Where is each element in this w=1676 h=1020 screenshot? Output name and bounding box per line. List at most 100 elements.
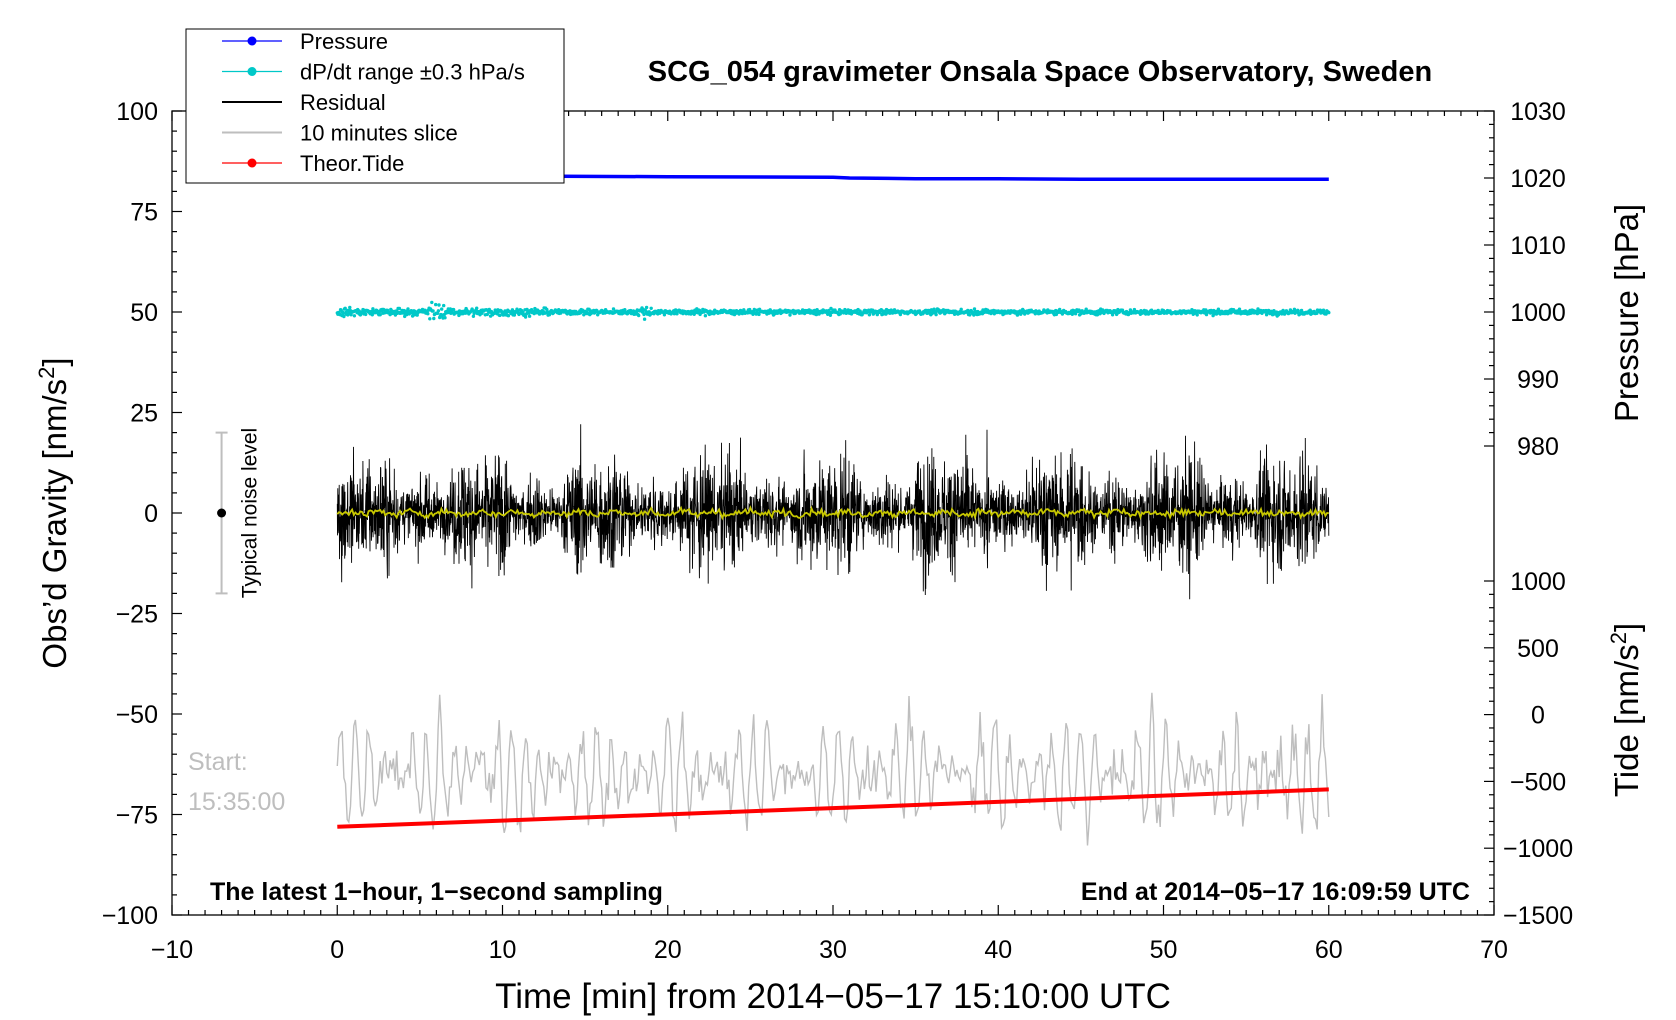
start-time: 15:35:00 [188, 788, 285, 816]
x-tick-label: −10 [151, 936, 193, 964]
dpdt-point [972, 307, 977, 311]
noise-level-indicator: Typical noise level [215, 428, 262, 598]
y-tide-tick-label: −1500 [1503, 902, 1573, 930]
dpdt-point [788, 313, 792, 317]
y-left-tick-label: −25 [116, 601, 158, 629]
x-tick-label: 40 [984, 936, 1012, 964]
dpdt-point [475, 306, 479, 310]
y-left-tick-label: 25 [130, 400, 158, 428]
dpdt-point [1058, 307, 1062, 312]
dpdt-point [348, 305, 352, 310]
dpdt-point [675, 312, 679, 316]
dpdt-point [436, 309, 441, 313]
dpdt-point [527, 314, 532, 318]
y-left-tick-label: 0 [144, 500, 158, 528]
y-left-tick-label: −100 [102, 902, 158, 930]
y-pressure-tick-label: 990 [1517, 366, 1559, 394]
dpdt-point [437, 303, 441, 307]
dpdt-point [814, 312, 819, 317]
y-tide-tick-label: 500 [1517, 635, 1559, 663]
series-layer [335, 174, 1331, 846]
dpdt-point [1110, 313, 1115, 317]
dpdt-point [742, 308, 746, 312]
series-dpdt [335, 300, 1331, 321]
dpdt-point [838, 312, 842, 316]
dpdt-point [828, 313, 833, 317]
end-time-note: End at 2014−05−17 16:09:59 UTC [1081, 878, 1470, 906]
y-pressure-tick-label: 1010 [1510, 232, 1566, 260]
dpdt-point [434, 302, 438, 307]
dpdt-point [1084, 307, 1088, 311]
x-tick-label: 60 [1315, 936, 1343, 964]
y-axis-label-tide-close: ] [1608, 623, 1645, 632]
dpdt-point [732, 309, 736, 313]
y-axis-label-tide-main: Tide [nm/s [1608, 644, 1645, 797]
dpdt-point [1095, 313, 1100, 317]
dpdt-point [371, 307, 375, 311]
axis-layer: −10 0 10 20 30 40 50 60 701007550250−25−50−75−10… [102, 98, 1573, 964]
dpdt-point [1215, 311, 1219, 316]
dpdt-point [1195, 313, 1199, 317]
dpdt-point [959, 307, 963, 311]
dpdt-point [1321, 308, 1326, 312]
legend-label: Theor.Tide [300, 151, 404, 176]
dpdt-point [341, 312, 345, 316]
dpdt-point [480, 311, 484, 315]
dpdt-point [406, 307, 410, 311]
dpdt-point [442, 303, 446, 308]
dpdt-point [934, 312, 938, 317]
dpdt-point [644, 305, 649, 310]
y-axis-label-tide-sup: 2 [1606, 632, 1631, 644]
legend-swatch-marker [247, 158, 257, 168]
dpdt-point [611, 307, 616, 311]
dpdt-point [898, 312, 903, 317]
legend-box [185, 28, 565, 184]
legend-swatch-marker [247, 36, 257, 46]
y-left-tick-label: −75 [116, 802, 158, 830]
dpdt-point [343, 306, 347, 310]
y-axis-label-left: Obs’d Gravity [nm/s2] [34, 357, 73, 668]
y-axis-label-pressure: Pressure [hPa] [1608, 204, 1645, 422]
x-tick-label: 30 [819, 936, 847, 964]
dpdt-point [352, 314, 357, 318]
y-left-tick-label: 75 [130, 199, 158, 227]
series-theoretical-tide [337, 787, 1329, 829]
dpdt-point [518, 311, 522, 315]
y-axis-label-left-sup: 2 [34, 367, 59, 379]
y-left-tick-label: −50 [116, 701, 158, 729]
y-left-tick-label: 100 [116, 98, 158, 126]
dpdt-point [1281, 308, 1285, 313]
x-axis-label: Time [min] from 2014−05−17 15:10:00 UTC [495, 977, 1171, 1016]
legend: Pressure dP/dt range ±0.3 hPa/s Residual 10… [185, 28, 565, 184]
dpdt-point [662, 313, 667, 317]
dpdt-point [342, 314, 346, 319]
dpdt-point [1237, 307, 1242, 311]
dpdt-point [752, 307, 756, 312]
dpdt-point [623, 308, 627, 312]
y-axis-label-left-close: ] [36, 357, 73, 366]
y-tide-tick-label: −500 [1510, 768, 1566, 796]
dpdt-point [428, 317, 432, 321]
x-tick-label: 10 [489, 936, 517, 964]
legend-label: dP/dt range ±0.3 hPa/s [300, 60, 525, 85]
dpdt-point [498, 313, 502, 318]
sampling-note: The latest 1−hour, 1−second sampling [210, 878, 663, 906]
dpdt-point [426, 312, 430, 316]
y-pressure-tick-label: 1030 [1510, 98, 1566, 126]
dpdt-point [378, 313, 382, 317]
series-residual-smoothed [336, 505, 1329, 521]
dpdt-point [532, 311, 536, 316]
dpdt-point [643, 308, 647, 312]
dpdt-point [867, 313, 872, 317]
dpdt-point [1270, 313, 1275, 317]
dpdt-point [642, 317, 647, 321]
dpdt-point [471, 314, 476, 318]
dpdt-point [443, 316, 447, 320]
dpdt-point [637, 313, 641, 318]
dpdt-point [649, 306, 653, 310]
dpdt-point [972, 313, 976, 317]
y-pressure-tick-label: 1000 [1510, 299, 1566, 327]
dpdt-point [397, 306, 402, 311]
dpdt-point [364, 312, 368, 317]
y-axis-label-left-main: Obs’d Gravity [nm/s [36, 379, 73, 669]
